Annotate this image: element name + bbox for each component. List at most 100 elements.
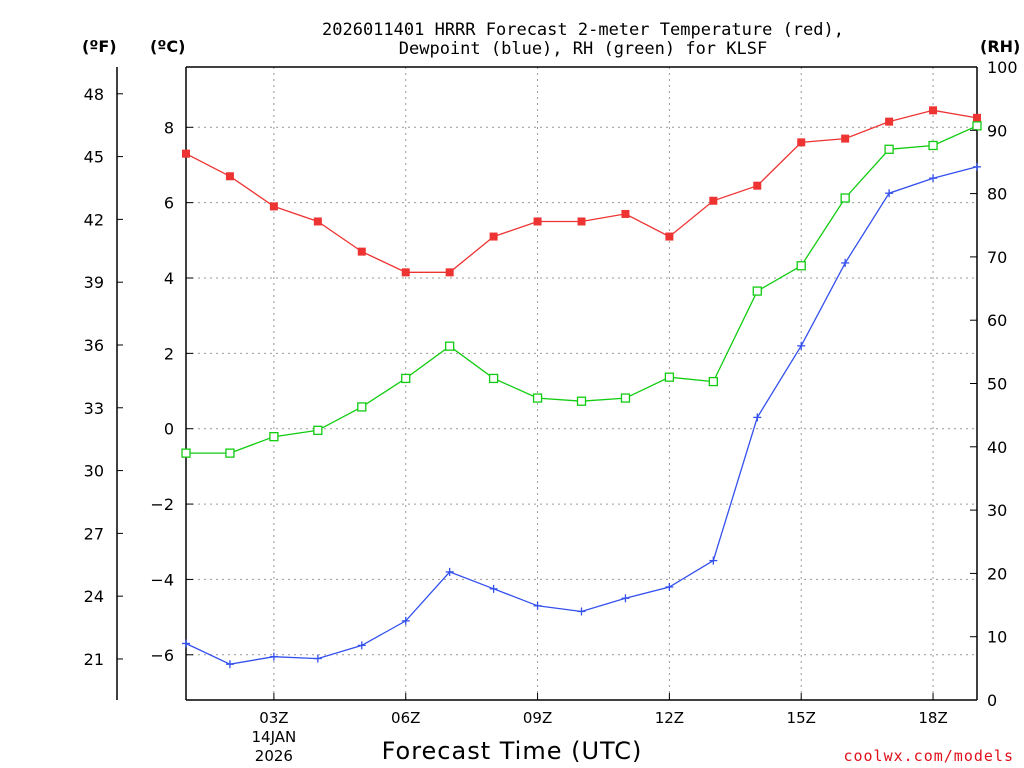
2-meter-temperature-point <box>489 232 498 241</box>
celsius-tick-label: 0 <box>164 420 174 439</box>
dewpoint-point <box>533 601 542 610</box>
fahrenheit-axis: 48 45 42 39 36 33 30 27 24 21 <box>84 85 123 669</box>
dewpoint-point <box>841 258 850 267</box>
dewpoint-point <box>797 341 806 350</box>
fahrenheit-unit-label: (ºF) <box>82 37 117 56</box>
relative-humidity-point <box>313 425 323 435</box>
dewpoint-point <box>973 162 981 171</box>
celsius-tick-label: 2 <box>164 344 174 363</box>
rh-tick-label: 0 <box>987 691 997 710</box>
time-tick-label: 06Z <box>391 709 420 727</box>
dewpoint-point <box>929 174 938 183</box>
axes <box>116 66 978 701</box>
2-meter-temperature-point <box>577 217 586 226</box>
2-meter-temperature-point <box>533 217 542 226</box>
dewpoint-point <box>885 189 894 198</box>
fahrenheit-tick-label: 24 <box>84 587 104 606</box>
fahrenheit-tick-label: 27 <box>84 524 104 543</box>
x-axis-label: Forecast Time (UTC) <box>382 737 643 765</box>
relative-humidity-point <box>357 402 367 412</box>
rh-tick-label: 80 <box>987 185 1007 204</box>
dewpoint-point <box>357 641 366 650</box>
relative-humidity-point <box>708 376 718 387</box>
relative-humidity-point <box>840 193 850 203</box>
year-label: 2026 <box>255 747 293 765</box>
relative-humidity-point <box>181 448 191 458</box>
dewpoint-point <box>489 584 498 593</box>
rh-tick-label: 60 <box>987 311 1007 330</box>
relative-humidity-point <box>664 372 675 382</box>
credit-link[interactable]: coolwx.com/models <box>843 747 1014 765</box>
relative-humidity-point <box>620 393 631 403</box>
time-tick-label: 12Z <box>655 709 684 727</box>
2-meter-temperature-point <box>313 217 322 226</box>
rh-tick-label: 40 <box>987 438 1007 457</box>
relative-humidity-point <box>488 373 499 384</box>
2-meter-temperature-point <box>929 106 938 115</box>
fahrenheit-tick-label: 30 <box>84 462 104 481</box>
fahrenheit-tick-label: 21 <box>84 650 104 669</box>
relative-humidity-point <box>972 121 982 131</box>
dewpoint-point <box>753 413 762 422</box>
2-meter-temperature-point <box>665 232 674 241</box>
time-tick-label: 18Z <box>918 709 947 727</box>
2-meter-temperature-point <box>269 202 278 211</box>
fahrenheit-tick-label: 36 <box>84 336 104 355</box>
2-meter-temperature-point <box>401 268 410 277</box>
2-meter-temperature-point <box>797 138 806 147</box>
chart-title-line2: Dewpoint (blue), RH (green) for KLSF <box>399 39 767 59</box>
2-meter-temperature-point <box>753 181 762 190</box>
2-meter-temperature-point <box>225 172 234 181</box>
chart-title-line1: 2026011401 HRRR Forecast 2-meter Tempera… <box>322 20 844 40</box>
dewpoint-point <box>709 556 718 565</box>
dewpoint-line <box>185 166 978 665</box>
fahrenheit-tick-label: 42 <box>84 210 104 229</box>
2-meter-temperature-point <box>182 149 190 158</box>
relative-humidity-point <box>532 393 543 403</box>
celsius-unit-label: (ºC) <box>150 37 185 56</box>
celsius-tick-label: −6 <box>150 646 174 665</box>
dewpoint-point <box>577 607 586 616</box>
relative-humidity-point <box>884 144 894 154</box>
2-meter-temperature-point <box>709 196 718 205</box>
2-meter-temperature-point <box>357 247 366 256</box>
rh-tick-label: 100 <box>987 58 1018 77</box>
celsius-axis: 8 6 4 2 0 −2 −4 −6 <box>150 118 193 665</box>
time-tick-label: 03Z <box>259 709 288 727</box>
relative-humidity-point <box>928 140 938 151</box>
dewpoint-point <box>182 639 190 648</box>
relative-humidity-point <box>445 341 455 351</box>
celsius-tick-label: −2 <box>150 495 174 514</box>
dewpoint-point <box>445 567 454 576</box>
2-meter-temperature-point <box>841 134 850 143</box>
relative-humidity-point <box>269 432 279 442</box>
relative-humidity-point <box>576 396 587 406</box>
fahrenheit-tick-label: 45 <box>84 148 104 167</box>
relative-humidity-point <box>752 286 762 296</box>
fahrenheit-tick-label: 48 <box>84 85 104 104</box>
2-meter-temperature-point <box>445 268 454 277</box>
2-meter-temperature-point <box>885 117 894 126</box>
relative-humidity-point <box>225 448 235 458</box>
time-tick-label: 15Z <box>787 709 816 727</box>
2-meter-temperature-line <box>185 109 978 273</box>
2-meter-temperature-point <box>973 113 981 122</box>
fahrenheit-tick-label: 33 <box>84 399 104 418</box>
celsius-tick-label: 8 <box>164 118 174 137</box>
fahrenheit-tick-label: 39 <box>84 273 104 292</box>
dewpoint-point <box>401 616 410 625</box>
celsius-tick-label: 6 <box>164 194 174 213</box>
celsius-tick-label: −4 <box>150 570 174 589</box>
dewpoint-point <box>313 654 322 663</box>
rh-tick-label: 70 <box>987 248 1007 267</box>
rh-tick-label: 10 <box>987 628 1007 647</box>
dewpoint-point <box>665 582 674 591</box>
rh-tick-label: 50 <box>987 375 1007 394</box>
dewpoint-point <box>225 660 234 669</box>
series-layer <box>181 106 982 669</box>
time-tick-label: 09Z <box>523 709 552 727</box>
rh-tick-label: 20 <box>987 564 1007 583</box>
